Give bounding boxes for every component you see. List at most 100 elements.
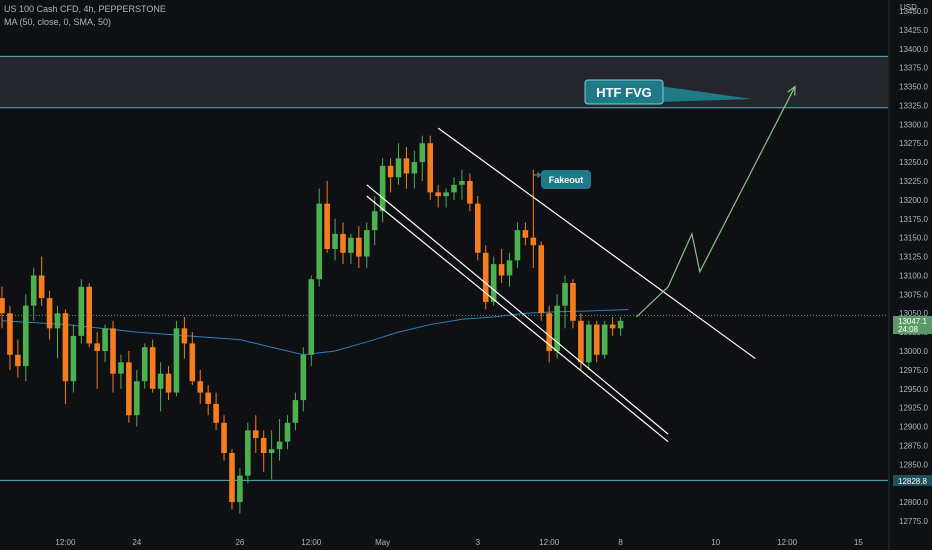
bullish-candle	[506, 260, 513, 276]
bullish-candle	[237, 475, 243, 503]
x-tick-label: 10	[711, 538, 720, 547]
y-tick-label: 12800.0	[899, 498, 928, 507]
bearish-candle	[387, 165, 394, 178]
y-tick-label: 12900.0	[899, 423, 928, 432]
current-price-label: 13047.1	[898, 317, 927, 326]
bearish-candle	[593, 324, 600, 355]
bearish-candle	[475, 203, 481, 253]
y-tick-label: 12775.0	[899, 517, 928, 526]
x-tick-label: 12:00	[301, 538, 322, 547]
bearish-candle	[189, 343, 196, 382]
bearish-candle	[570, 283, 576, 321]
y-tick-label: 12925.0	[899, 404, 928, 413]
fakeout-label-pointer	[537, 171, 543, 178]
annotation-labels[interactable]: HTF FVG Fakeout	[533, 79, 752, 189]
bullish-candle	[363, 230, 370, 257]
bearish-candle	[181, 328, 188, 344]
bearish-candle	[252, 430, 259, 438]
y-tick-label: 13350.0	[899, 83, 928, 92]
bullish-candle	[308, 279, 315, 355]
bearish-candle	[538, 245, 545, 314]
bearish-candle	[86, 286, 93, 344]
y-tick-label: 12950.0	[899, 385, 928, 394]
bullish-candle	[586, 324, 592, 363]
bearish-candle	[229, 453, 235, 503]
y-tick-label: 13100.0	[899, 271, 928, 280]
htf-fvg-zone-group[interactable]	[0, 55, 888, 109]
y-tick-label: 13450.0	[899, 7, 928, 16]
bullish-candle	[157, 373, 164, 389]
drawings[interactable]	[366, 85, 796, 443]
bearish-candle	[46, 298, 53, 329]
chart-legend: US 100 Cash CFD, 4h, PEPPERSTONE MA (50,…	[4, 3, 166, 29]
bullish-candle	[276, 441, 283, 450]
bullish-candle	[348, 237, 354, 253]
bullish-candle	[118, 362, 124, 374]
y-tick-label: 13200.0	[899, 196, 928, 205]
bullish-candle	[562, 283, 568, 306]
bullish-candle	[514, 230, 521, 261]
bullish-candle	[490, 264, 497, 302]
currency-label: USD	[900, 3, 917, 12]
bullish-candle	[78, 286, 85, 336]
y-tick-label: 13375.0	[899, 64, 928, 73]
bullish-candle	[443, 192, 449, 197]
fakeout-label-text: Fakeout	[549, 175, 584, 185]
bullish-candle	[292, 400, 299, 423]
bearish-candle	[522, 230, 529, 238]
bearish-candle	[260, 437, 267, 453]
bullish-candle	[411, 162, 418, 174]
bearish-candle	[498, 264, 505, 276]
bearish-candle	[324, 203, 330, 249]
bullish-candle	[268, 449, 275, 453]
current-price-tag	[893, 316, 932, 334]
bearish-candle	[356, 237, 362, 257]
x-tick-label: 12:00	[539, 538, 560, 547]
indicator-title[interactable]: MA (50, close, 0, SMA, 50)	[4, 17, 112, 27]
x-tick-label: May	[375, 538, 390, 547]
candles	[0, 135, 624, 514]
price-tags: 13047.1 24:08 12828.8	[893, 316, 932, 486]
y-tick-label: 12875.0	[899, 441, 928, 450]
bearish-candle	[546, 313, 552, 351]
bullish-candle	[554, 305, 560, 351]
bearish-candle	[403, 158, 410, 174]
htf-label-pointer	[660, 86, 752, 102]
y-tick-label: 13000.0	[899, 347, 928, 356]
x-tick-label: 12:00	[777, 538, 798, 547]
fakeout-label-box	[541, 170, 591, 189]
bullish-candle	[70, 335, 77, 382]
symbol-title[interactable]: US 100 Cash CFD, 4h, PEPPERSTONE	[4, 4, 166, 14]
bearish-candle	[221, 422, 227, 453]
bearish-candle	[530, 237, 537, 246]
x-tick-label: 3	[476, 538, 481, 547]
y-tick-label: 13250.0	[899, 158, 928, 167]
bullish-candle	[141, 347, 148, 382]
bearish-candle	[110, 328, 116, 374]
channel-trendline	[366, 184, 669, 435]
bullish-candle	[134, 381, 140, 416]
y-tick-label: 13050.0	[899, 309, 928, 318]
x-tick-label: 26	[235, 538, 244, 547]
bearish-candle	[149, 347, 156, 389]
channel-trendline	[366, 195, 669, 443]
y-tick-label: 13175.0	[899, 215, 928, 224]
bullish-candle	[30, 275, 37, 306]
x-tick-label: 8	[618, 538, 623, 547]
bullish-candle	[245, 430, 251, 476]
bullish-candle	[419, 143, 426, 163]
y-tick-label: 13075.0	[899, 290, 928, 299]
x-tick-label: 15	[854, 538, 863, 547]
bearish-candle	[578, 320, 584, 363]
y-tick-label: 12850.0	[899, 460, 928, 469]
bearish-candle	[609, 324, 616, 329]
bullish-candle	[459, 181, 465, 185]
bullish-candle	[300, 354, 307, 401]
bearish-candle	[435, 192, 441, 197]
time-axis[interactable]: 12:00 24 26 12:00 May 3 12:00 8 10 12:00 15	[55, 538, 863, 547]
bullish-candle	[173, 328, 180, 393]
bearish-candle	[0, 298, 5, 314]
bearish-candle	[94, 343, 100, 351]
bullish-candle	[316, 203, 322, 280]
